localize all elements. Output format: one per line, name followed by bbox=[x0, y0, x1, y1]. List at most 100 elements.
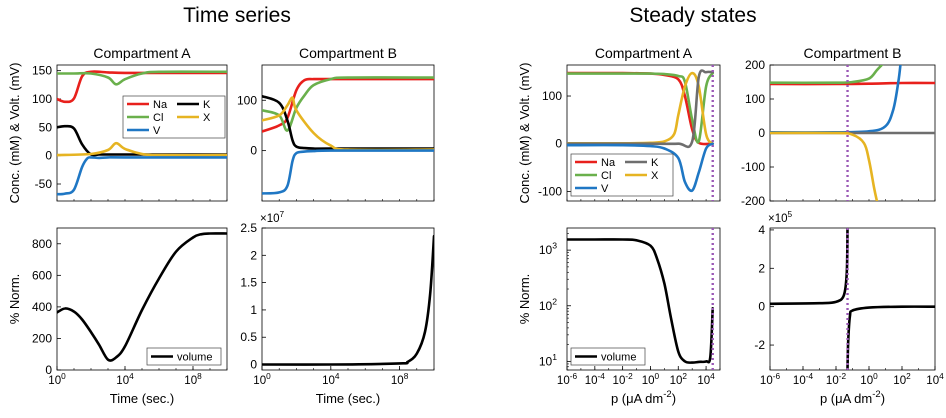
y-tick-label: -50 bbox=[35, 177, 53, 191]
legend-label: volume bbox=[601, 352, 636, 364]
y-tick-label: 0 bbox=[758, 126, 765, 140]
series-na bbox=[770, 81, 935, 86]
x-tick-label: 104 bbox=[322, 372, 340, 387]
y-tick-label: 400 bbox=[32, 300, 52, 314]
panel-ts-a-top: Compartment A -50 0 50 100 150 Conc. (mM) & Vo… bbox=[7, 45, 228, 204]
y-tick-label: 0 bbox=[45, 149, 52, 163]
x-axis-label: p (μA dm-2) bbox=[611, 389, 676, 406]
y-tick-label: -200 bbox=[741, 194, 765, 208]
x-tick-label: 100 bbox=[253, 372, 271, 387]
series-group bbox=[770, 228, 935, 370]
y-tick-label: 0 bbox=[758, 300, 765, 314]
series-k bbox=[57, 124, 227, 157]
series-volume bbox=[846, 305, 935, 370]
panel-ts-b-top: Compartment B 0 100 bbox=[237, 45, 435, 202]
legend-box bbox=[146, 347, 222, 366]
x-tick-label: 10-2 bbox=[613, 372, 634, 387]
y-tick-label: -100 bbox=[538, 184, 562, 198]
header-time-series: Time series bbox=[183, 4, 291, 27]
y-tick-label: 600 bbox=[32, 268, 52, 282]
x-axis-label: Time (sec.) bbox=[316, 391, 381, 406]
series-k bbox=[262, 94, 434, 150]
legend-label-x: X bbox=[203, 112, 211, 124]
panel-ts-a-bottom: 0 200 400 600 800 100 104 108 % Norm. Time (sec.)… bbox=[7, 227, 228, 406]
y-axis-label: Conc. (mM) & Volt. (mV) bbox=[517, 63, 532, 204]
series-volume bbox=[770, 228, 849, 306]
y-tick-label: 1 bbox=[250, 303, 257, 317]
legend-label-k: K bbox=[203, 99, 211, 111]
x-tick-label: 10-4 bbox=[585, 372, 606, 387]
y-multiplier: ×105 bbox=[768, 210, 793, 225]
legend-label-na: Na bbox=[601, 157, 616, 169]
panel-title: Compartment A bbox=[595, 45, 693, 61]
axes-box bbox=[566, 227, 721, 371]
series-v bbox=[262, 149, 434, 195]
axes-box bbox=[566, 64, 721, 202]
series-x bbox=[57, 141, 227, 157]
y-tick-label: 1.5 bbox=[240, 276, 257, 290]
x-tick-label: 104 bbox=[697, 372, 715, 387]
legend-label-v: V bbox=[601, 183, 609, 195]
panel-ss-a-top: Compartment A -100 0 100 Conc. (mM) & Volt. … bbox=[517, 45, 721, 204]
series-cl bbox=[262, 76, 434, 132]
x-tick-label: 10-6 bbox=[760, 372, 781, 387]
header-steady-states: Steady states bbox=[629, 4, 756, 27]
x-tick-label: 104 bbox=[116, 372, 134, 387]
series-cl bbox=[770, 65, 884, 85]
y-tick-label: 2 bbox=[758, 261, 765, 275]
y-tick-label: -100 bbox=[741, 160, 765, 174]
y-tick-label: 2 bbox=[250, 248, 257, 262]
panel-title: Compartment A bbox=[93, 45, 191, 61]
y-axis-label: Conc. (mM) & Volt. (mV) bbox=[7, 63, 22, 204]
y-tick-label: 2.5 bbox=[240, 221, 257, 235]
y-tick-label: 0.5 bbox=[240, 330, 257, 344]
y-tick-label: 0 bbox=[555, 137, 562, 151]
series-group bbox=[262, 234, 434, 366]
y-tick-label: 100 bbox=[542, 89, 562, 103]
y-tick-label: 200 bbox=[745, 58, 765, 72]
x-tick-label: 10-6 bbox=[557, 372, 578, 387]
y-tick-label: 102 bbox=[539, 296, 557, 312]
y-tick-label: 100 bbox=[32, 92, 52, 106]
series-group bbox=[57, 70, 227, 196]
panel-title: Compartment B bbox=[803, 45, 901, 61]
x-tick-label: 108 bbox=[184, 372, 202, 387]
panel-ss-a-bottom: 101 102 103 10-6 10-4 10-2 100 102 104 % Norm. p (… bbox=[517, 227, 721, 406]
series-x bbox=[770, 131, 879, 201]
x-tick-label: 100 bbox=[48, 372, 66, 387]
y-tick-label: 101 bbox=[539, 352, 557, 368]
y-tick-label: 200 bbox=[32, 331, 52, 345]
y-axis-label: % Norm. bbox=[7, 274, 22, 325]
legend-label-v: V bbox=[153, 125, 161, 137]
x-tick-label: 108 bbox=[391, 372, 409, 387]
panel-ts-b-bottom: 0 0.5 1 1.5 2 2.5 100 104 108 Time (sec.) ×107 bbox=[240, 210, 435, 406]
axes-box bbox=[261, 227, 435, 371]
y-tick-label: 103 bbox=[539, 241, 557, 257]
legend-label-k: K bbox=[651, 157, 659, 169]
series-v bbox=[57, 156, 227, 196]
series-group bbox=[262, 76, 434, 195]
series-volume bbox=[567, 238, 714, 364]
series-v bbox=[567, 142, 714, 193]
y-tick-label: 800 bbox=[32, 237, 52, 251]
panel-ss-b-top: Compartment B -200 -100 0 100 200 bbox=[741, 45, 936, 208]
series-cl bbox=[57, 70, 227, 86]
y-tick-label: -2 bbox=[754, 338, 765, 352]
y-tick-label: 4 bbox=[758, 223, 765, 237]
x-axis-label: p (μA dm-2) bbox=[820, 389, 885, 406]
x-axis-label: Time (sec.) bbox=[110, 391, 175, 406]
series-group bbox=[567, 238, 714, 364]
legend-label-x: X bbox=[651, 170, 659, 182]
series-v bbox=[770, 65, 902, 134]
x-tick-label: 102 bbox=[893, 372, 911, 387]
legend-box bbox=[570, 347, 646, 366]
x-tick-label: 10-2 bbox=[826, 372, 847, 387]
series-k bbox=[567, 69, 714, 149]
y-multiplier: ×107 bbox=[260, 210, 285, 225]
y-tick-label: 0 bbox=[250, 358, 257, 372]
y-tick-label: 50 bbox=[39, 120, 53, 134]
axes-box bbox=[769, 227, 936, 371]
series-group bbox=[57, 232, 227, 362]
series-volume bbox=[262, 234, 434, 366]
